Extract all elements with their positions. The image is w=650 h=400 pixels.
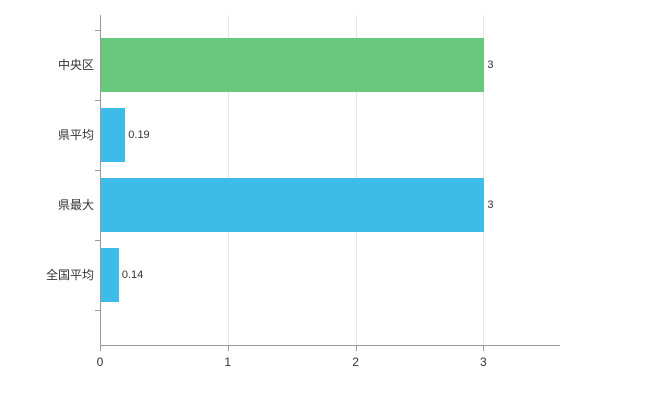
x-tick-label: 1 xyxy=(224,355,232,369)
bar-2 xyxy=(101,108,126,162)
x-axis-tick xyxy=(355,346,357,351)
category-label: 中央区 xyxy=(57,58,94,72)
x-axis-tick xyxy=(483,346,485,351)
y-axis-tick xyxy=(95,170,100,171)
bar-value-label: 3 xyxy=(487,59,494,71)
category-label: 全国平均 xyxy=(45,268,94,282)
bar-value-label: 0.19 xyxy=(128,129,150,141)
x-axis-tick xyxy=(100,346,101,351)
y-axis-tick xyxy=(95,30,100,31)
y-axis-line xyxy=(100,15,101,345)
bar-1 xyxy=(101,38,485,92)
y-axis-tick xyxy=(95,310,100,311)
x-axis-line xyxy=(100,345,560,346)
y-axis-tick xyxy=(95,100,100,101)
x-tick-label: 0 xyxy=(96,355,104,369)
x-tick-label: 3 xyxy=(479,355,487,369)
category-label: 県最大 xyxy=(57,198,94,212)
plot-area: 3 0.19 3 0.14 xyxy=(95,15,560,351)
bar-4 xyxy=(101,248,119,302)
x-tick-label: 2 xyxy=(352,355,359,369)
bar-3 xyxy=(101,178,485,232)
y-axis-tick xyxy=(95,240,100,241)
bar-value-label: 0.14 xyxy=(121,269,144,281)
category-label: 県平均 xyxy=(57,128,94,142)
bar-value-label: 3 xyxy=(487,199,494,211)
x-axis-tick xyxy=(227,346,229,351)
